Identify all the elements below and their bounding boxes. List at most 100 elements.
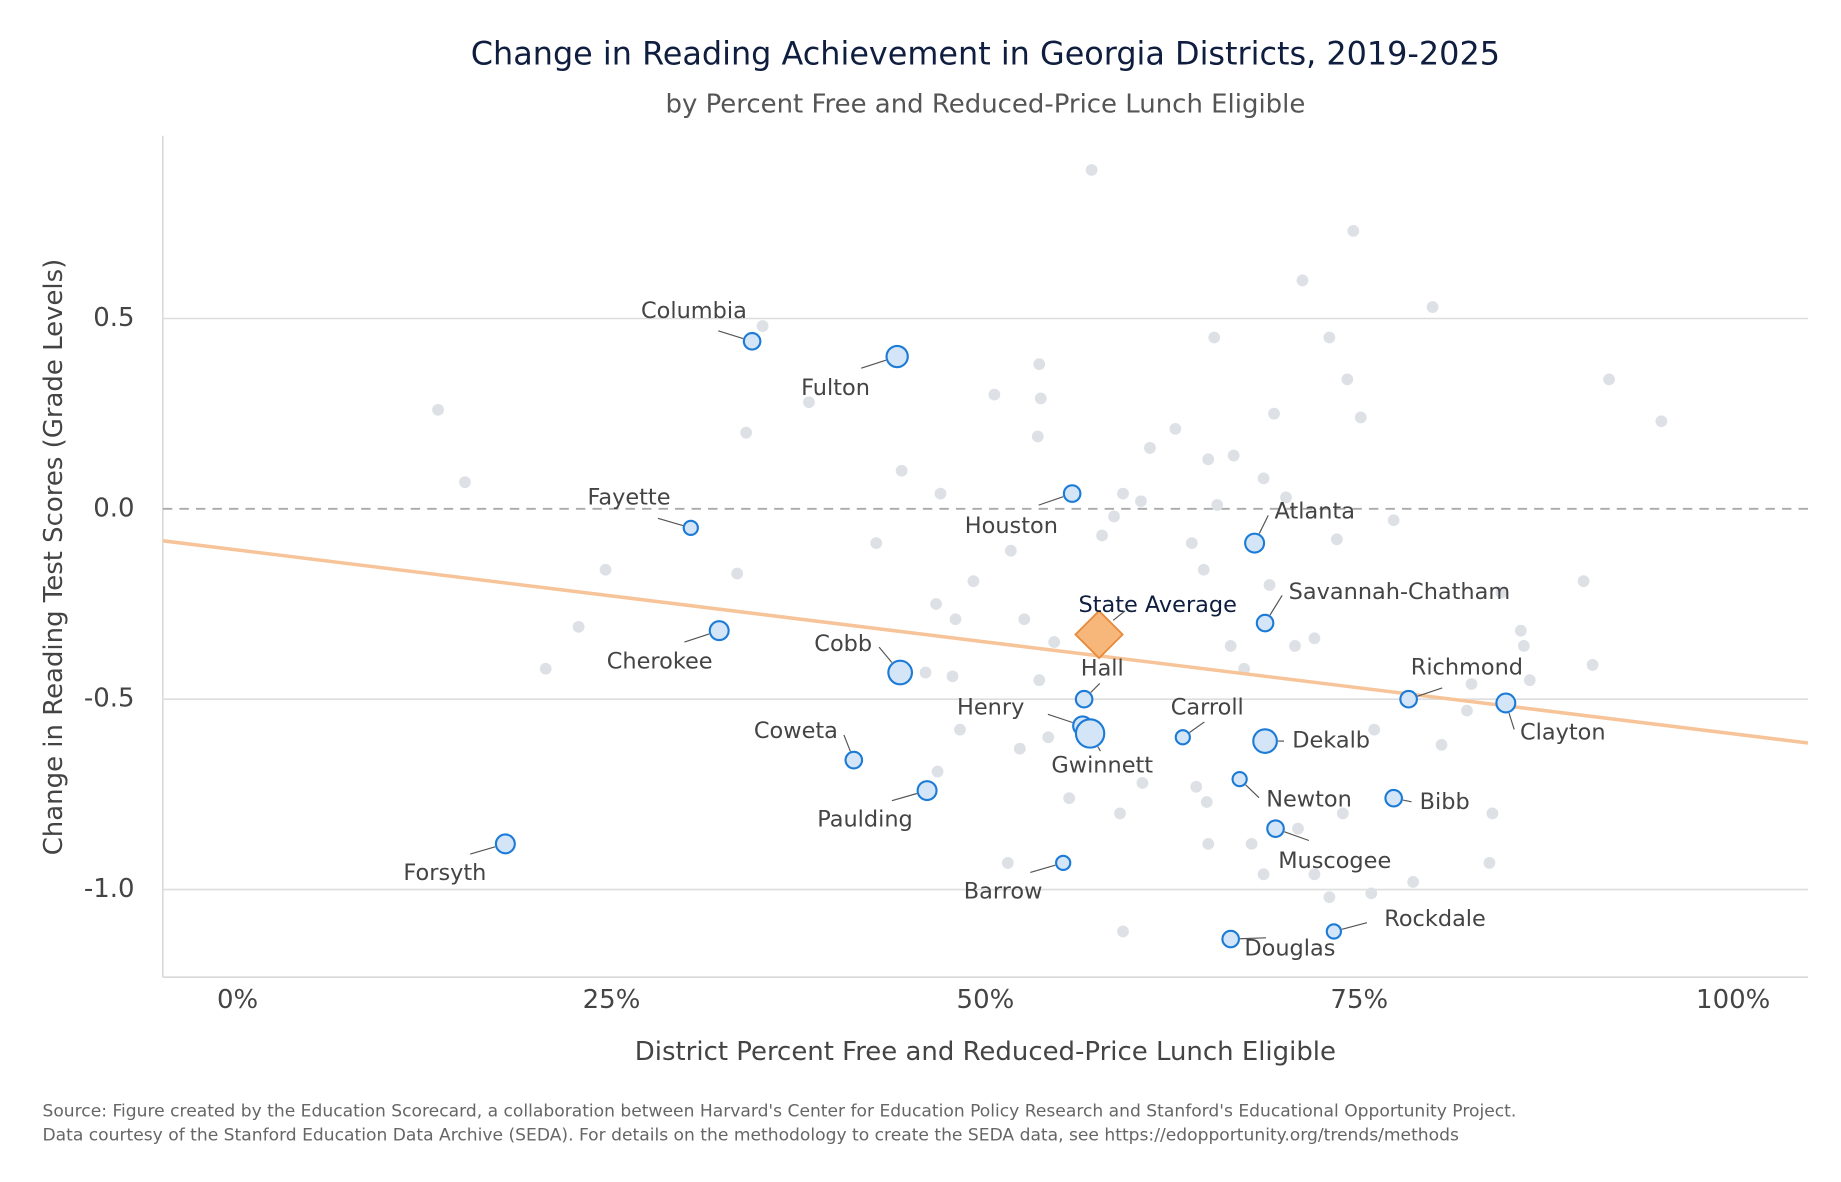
district-point (572, 620, 585, 633)
district-label: Cherokee (607, 649, 713, 675)
district-point (539, 662, 552, 675)
district-point (1190, 780, 1203, 793)
leader-line (1097, 746, 1101, 752)
district-point (1483, 857, 1496, 869)
district-label: Paulding (817, 807, 913, 833)
district-point (1224, 639, 1237, 652)
district-point (1341, 373, 1354, 386)
leader-line (1090, 683, 1101, 693)
district-point (1197, 563, 1210, 576)
district-point (1211, 499, 1224, 511)
district-point (1063, 792, 1076, 805)
district-point (1426, 301, 1439, 313)
district-point (1018, 613, 1031, 626)
district-point (1085, 164, 1098, 176)
district-point (1031, 430, 1044, 443)
district-label: Newton (1266, 787, 1352, 813)
leader-line (1284, 831, 1310, 842)
district-point (1308, 868, 1321, 881)
district-point (1174, 729, 1191, 746)
leader-line (843, 734, 851, 752)
district-point (844, 750, 864, 770)
district-point (1323, 891, 1336, 904)
district-point (954, 723, 966, 736)
district-label: Fulton (801, 375, 870, 401)
district-point (1004, 544, 1017, 557)
district-point (1486, 807, 1499, 820)
leader-line (718, 330, 744, 340)
district-label: Cobb (814, 631, 872, 657)
district-point (1013, 742, 1026, 755)
y-tick-label: 0.5 (93, 303, 134, 333)
district-point (930, 598, 942, 610)
district-point (1033, 674, 1046, 687)
district-point (1347, 224, 1360, 237)
x-tick-label: 100% (1696, 985, 1770, 1015)
district-point (494, 833, 516, 855)
district-point (742, 331, 762, 351)
district-point (1655, 415, 1668, 428)
district-label: Houston (965, 513, 1058, 539)
district-label: Forsyth (403, 860, 486, 886)
leader-line (1402, 799, 1412, 803)
district-point (1336, 807, 1349, 820)
district-point (1280, 491, 1292, 504)
district-point (756, 320, 769, 332)
district-point (1517, 639, 1530, 652)
chart-title: Change in Reading Achievement in Georgia… (471, 34, 1500, 72)
district-point (1114, 807, 1126, 820)
leader-line (1258, 515, 1269, 534)
district-point (1323, 331, 1336, 344)
district-label: Clayton (1520, 719, 1606, 745)
district-label: Atlanta (1275, 499, 1355, 525)
district-point (1289, 639, 1301, 652)
district-point (1135, 495, 1147, 508)
district-label: Rockdale (1384, 906, 1486, 932)
district-point (1200, 796, 1213, 808)
y-tick-label: 0.0 (93, 493, 134, 523)
district-point (1255, 613, 1275, 633)
leader-line (1038, 496, 1064, 506)
district-point (1387, 514, 1400, 527)
district-point (1136, 777, 1149, 789)
district-point (1117, 925, 1129, 938)
y-axis-title: Change in Reading Test Scores (Grade Lev… (39, 259, 69, 856)
district-label: Bibb (1420, 789, 1470, 815)
district-label: Dekalb (1292, 728, 1370, 754)
district-point (459, 476, 471, 489)
x-tick-label: 0% (217, 985, 258, 1015)
leader-line (1508, 712, 1515, 730)
y-tick-label: -0.5 (84, 684, 135, 714)
district-point (1048, 636, 1061, 648)
leader-line (1189, 721, 1205, 733)
district-point (1577, 575, 1590, 588)
district-point (1001, 857, 1014, 869)
leader-line (1030, 864, 1056, 874)
district-point (1292, 822, 1304, 835)
district-label: Columbia (641, 298, 747, 324)
leader-line (1269, 595, 1283, 616)
district-label: Gwinnett (1051, 752, 1153, 778)
district-point (1435, 738, 1448, 751)
district-label: Henry (957, 695, 1024, 721)
district-point (1268, 407, 1280, 420)
x-axis-title: District Percent Free and Reduced-Price … (635, 1037, 1336, 1067)
district-point (1074, 689, 1094, 709)
district-point (885, 344, 909, 369)
leader-line (861, 359, 887, 369)
district-point (599, 563, 612, 576)
leader-line (878, 646, 893, 663)
district-point (1074, 718, 1106, 749)
district-point (1330, 533, 1343, 546)
district-point (919, 666, 932, 679)
district-point (1296, 274, 1309, 287)
district-point (946, 670, 959, 683)
district-label: Fayette (588, 485, 671, 511)
district-label: Hall (1081, 656, 1124, 682)
district-point (1062, 484, 1082, 503)
x-tick-label: 50% (957, 985, 1015, 1015)
district-label: Richmond (1411, 654, 1523, 680)
district-label: Savannah-Chatham (1289, 579, 1510, 605)
district-point (1586, 659, 1599, 671)
